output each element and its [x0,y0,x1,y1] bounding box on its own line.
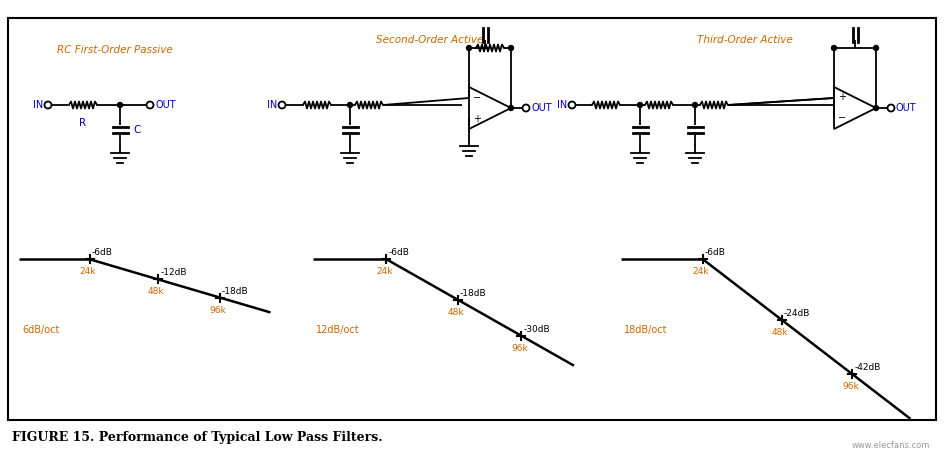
Text: 48k: 48k [447,308,464,317]
Text: OUT: OUT [531,103,551,113]
Circle shape [117,102,122,107]
Text: FIGURE 15. Performance of Typical Low Pass Filters.: FIGURE 15. Performance of Typical Low Pa… [12,432,383,444]
Text: 96k: 96k [209,306,226,314]
Text: -18dB: -18dB [222,287,248,295]
Text: IN: IN [267,100,277,110]
Circle shape [348,102,352,107]
Circle shape [509,45,513,50]
Text: IN: IN [557,100,567,110]
Text: 48k: 48k [772,328,788,337]
Text: -12dB: -12dB [160,269,187,278]
Text: 24k: 24k [376,267,393,276]
Text: R: R [80,118,86,128]
Text: -6dB: -6dB [705,248,725,257]
Circle shape [873,106,879,111]
Text: 48k: 48k [148,288,165,296]
Text: -6dB: -6dB [388,248,409,257]
Text: 96k: 96k [842,382,859,391]
Text: OUT: OUT [155,100,175,110]
Text: OUT: OUT [896,103,917,113]
Text: −: − [838,114,846,124]
Text: RC First-Order Passive: RC First-Order Passive [57,45,173,55]
Circle shape [467,45,472,50]
Text: +: + [838,92,846,102]
Circle shape [509,106,513,111]
Circle shape [831,45,836,50]
Text: 18dB/oct: 18dB/oct [624,325,668,335]
Text: -18dB: -18dB [459,289,487,298]
Text: 24k: 24k [692,267,709,276]
Text: www.elecfans.com: www.elecfans.com [851,440,930,449]
Text: Second-Order Active: Second-Order Active [376,35,484,45]
Circle shape [637,102,642,107]
Text: IN: IN [33,100,43,110]
Text: 12dB/oct: 12dB/oct [316,325,360,335]
Text: 24k: 24k [80,267,96,276]
Text: +: + [473,114,481,124]
Text: 6dB/oct: 6dB/oct [22,325,60,335]
Text: -6dB: -6dB [92,248,113,257]
Text: Third-Order Active: Third-Order Active [697,35,793,45]
Text: -42dB: -42dB [854,363,881,372]
Text: C: C [133,125,140,135]
Text: 96k: 96k [511,344,527,353]
Circle shape [873,45,879,50]
Bar [8,18,936,420]
Circle shape [692,102,698,107]
Text: −: − [473,92,481,102]
Text: -30dB: -30dB [524,325,550,334]
Text: -24dB: -24dB [784,309,810,318]
